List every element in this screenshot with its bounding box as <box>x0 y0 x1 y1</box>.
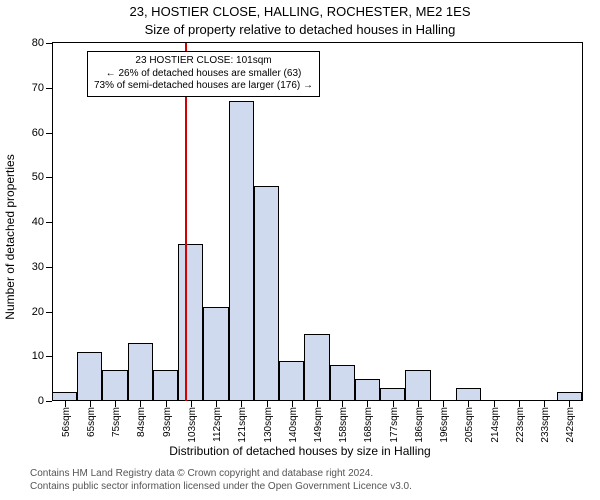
x-tick-label: 168sqm <box>363 407 374 443</box>
y-tick <box>46 312 52 313</box>
plot-area: 0102030405060708056sqm65sqm75sqm84sqm93s… <box>52 42 583 401</box>
y-tick-label: 0 <box>38 395 44 407</box>
y-tick-label: 50 <box>32 171 44 183</box>
x-tick-label: 84sqm <box>136 407 147 437</box>
y-tick <box>46 133 52 134</box>
x-tick-label: 93sqm <box>162 407 173 437</box>
x-tick-label: 233sqm <box>540 407 551 443</box>
chart-title-line1: 23, HOSTIER CLOSE, HALLING, ROCHESTER, M… <box>0 4 600 19</box>
y-tick <box>46 222 52 223</box>
histogram-bar <box>203 307 228 401</box>
y-tick-label: 70 <box>32 82 44 94</box>
x-tick-label: 242sqm <box>565 407 576 443</box>
y-tick <box>46 401 52 402</box>
histogram-bar <box>405 370 430 401</box>
x-tick-label: 121sqm <box>237 407 248 443</box>
x-tick-label: 65sqm <box>86 407 97 437</box>
histogram-bar <box>557 392 582 401</box>
y-tick <box>46 267 52 268</box>
footer-line1: Contains HM Land Registry data © Crown c… <box>0 468 600 480</box>
y-tick-label: 80 <box>32 37 44 49</box>
annotation-line1: 23 HOSTIER CLOSE: 101sqm <box>94 55 313 68</box>
x-tick-label: 130sqm <box>263 407 274 443</box>
y-tick <box>46 43 52 44</box>
x-tick-label: 196sqm <box>439 407 450 443</box>
x-tick-label: 158sqm <box>338 407 349 443</box>
reference-line <box>185 43 187 401</box>
histogram-bar <box>330 365 355 401</box>
y-axis-label: Number of detached properties <box>3 137 17 337</box>
histogram-bar <box>380 388 405 401</box>
x-tick-label: 103sqm <box>187 407 198 443</box>
x-tick-label: 205sqm <box>464 407 475 443</box>
x-axis-label: Distribution of detached houses by size … <box>0 444 600 458</box>
chart-title-line2: Size of property relative to detached ho… <box>0 22 600 37</box>
chart-root: 23, HOSTIER CLOSE, HALLING, ROCHESTER, M… <box>0 0 600 500</box>
x-tick-label: 186sqm <box>414 407 425 443</box>
x-tick-label: 149sqm <box>313 407 324 443</box>
histogram-bar <box>456 388 481 401</box>
y-tick-label: 30 <box>32 261 44 273</box>
y-tick-label: 10 <box>32 350 44 362</box>
histogram-bar <box>77 352 102 401</box>
histogram-bar <box>102 370 127 401</box>
histogram-bar <box>254 186 279 401</box>
histogram-bar <box>52 392 77 401</box>
y-tick <box>46 356 52 357</box>
x-tick-label: 56sqm <box>61 407 72 437</box>
histogram-bar <box>128 343 153 401</box>
x-tick-label: 112sqm <box>212 407 223 442</box>
histogram-bar <box>355 379 380 401</box>
x-tick-label: 140sqm <box>288 407 299 443</box>
x-tick-label: 177sqm <box>389 407 400 443</box>
y-axis-line <box>52 43 53 401</box>
annotation-box: 23 HOSTIER CLOSE: 101sqm← 26% of detache… <box>87 51 320 97</box>
footer-line2: Contains public sector information licen… <box>0 481 600 493</box>
annotation-line2: ← 26% of detached houses are smaller (63… <box>94 68 313 81</box>
y-tick-label: 20 <box>32 306 44 318</box>
x-tick-label: 75sqm <box>111 407 122 437</box>
histogram-bar <box>229 101 254 401</box>
y-tick-label: 40 <box>32 216 44 228</box>
x-tick-label: 214sqm <box>490 407 501 443</box>
histogram-bar <box>153 370 178 401</box>
histogram-bar <box>279 361 304 401</box>
annotation-line3: 73% of semi-detached houses are larger (… <box>94 80 313 93</box>
y-tick <box>46 88 52 89</box>
x-tick-label: 223sqm <box>515 407 526 443</box>
y-tick <box>46 177 52 178</box>
y-tick-label: 60 <box>32 127 44 139</box>
histogram-bar <box>178 244 203 401</box>
histogram-bar <box>304 334 329 401</box>
